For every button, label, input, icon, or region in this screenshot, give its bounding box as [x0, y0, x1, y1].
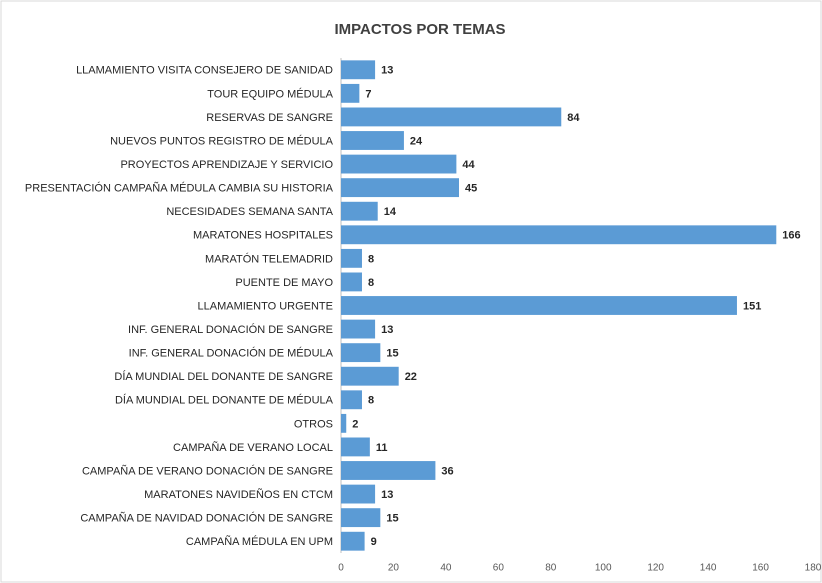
- bar: [341, 248, 362, 268]
- y-tick-label: NUEVOS PUNTOS REGISTRO DE MÉDULA: [110, 134, 334, 147]
- bar: [341, 508, 381, 528]
- value-label: 13: [381, 489, 393, 501]
- y-tick-label: CAMPAÑA DE NAVIDAD DONACIÓN DE SANGRE: [80, 512, 333, 525]
- bar: [341, 296, 737, 315]
- value-label: 2: [352, 418, 358, 430]
- y-tick-label: PRESENTACIÓN CAMPAÑA MÉDULA CAMBIA SU HI…: [25, 182, 334, 195]
- bar: [341, 366, 399, 386]
- x-tick-label: 60: [493, 563, 505, 574]
- value-label: 84: [567, 112, 580, 124]
- x-tick-label: 160: [752, 563, 769, 574]
- value-label: 166: [782, 230, 800, 242]
- value-label: 8: [368, 277, 374, 289]
- y-tick-label: MARATONES HOSPITALES: [193, 230, 333, 242]
- y-tick-label: MARATONES NAVIDEÑOS EN CTCM: [144, 488, 333, 501]
- bar: [341, 272, 362, 292]
- y-tick-label: DÍA MUNDIAL DEL DONANTE DE SANGRE: [114, 370, 333, 383]
- value-label: 7: [365, 88, 371, 100]
- value-label: 45: [465, 183, 477, 195]
- bar: [341, 178, 459, 198]
- x-tick-label: 0: [338, 563, 344, 574]
- value-label: 15: [386, 348, 398, 360]
- value-label: 15: [386, 513, 398, 525]
- bar: [341, 484, 376, 504]
- y-tick-label: MARATÓN TELEMADRID: [205, 252, 333, 265]
- y-tick-label: LLAMAMIENTO URGENTE: [198, 300, 334, 312]
- bar: [341, 461, 436, 480]
- x-tick-label: 20: [388, 563, 400, 574]
- value-label: 24: [410, 135, 423, 147]
- bar: [341, 107, 562, 127]
- x-tick-label: 120: [647, 563, 664, 574]
- y-tick-label: PROYECTOS APRENDIZAJE Y SERVICIO: [120, 159, 333, 171]
- value-label: 22: [405, 371, 417, 383]
- y-tick-label: TOUR EQUIPO MÉDULA: [207, 87, 333, 100]
- y-tick-label: NECESIDADES SEMANA SANTA: [166, 206, 333, 218]
- value-label: 13: [381, 65, 393, 77]
- value-label: 36: [441, 465, 453, 477]
- y-tick-label: PUENTE DE MAYO: [235, 277, 333, 289]
- chart-title: IMPACTOS POR TEMAS: [334, 21, 505, 38]
- y-tick-label: INF. GENERAL DONACIÓN DE MÉDULA: [129, 347, 334, 360]
- bar: [341, 131, 404, 150]
- x-tick-label: 40: [440, 563, 452, 574]
- bar: [341, 83, 360, 103]
- value-label: 11: [376, 442, 388, 454]
- x-tick-label: 180: [805, 563, 822, 574]
- value-label: 13: [381, 324, 393, 336]
- y-tick-label: CAMPAÑA DE VERANO DONACIÓN DE SANGRE: [82, 464, 333, 477]
- value-label: 151: [743, 300, 761, 312]
- value-label: 8: [368, 395, 374, 407]
- x-tick-label: 140: [700, 563, 717, 574]
- x-tick-label: 100: [595, 563, 612, 574]
- bar: [341, 319, 376, 339]
- y-tick-label: DÍA MUNDIAL DEL DONANTE DE MÉDULA: [115, 394, 334, 407]
- bar: [341, 437, 370, 457]
- value-label: 9: [371, 536, 377, 548]
- value-label: 8: [368, 253, 374, 265]
- bar: [341, 531, 365, 551]
- bar: [341, 154, 457, 174]
- y-tick-label: INF. GENERAL DONACIÓN DE SANGRE: [128, 323, 333, 336]
- x-tick-label: 80: [545, 563, 557, 574]
- bar: [341, 413, 347, 433]
- bar: [341, 60, 376, 80]
- y-tick-label: RESERVAS DE SANGRE: [206, 112, 333, 124]
- bar: [341, 201, 378, 221]
- y-tick-label: CAMPAÑA DE VERANO LOCAL: [173, 441, 333, 454]
- y-tick-label: CAMPAÑA MÉDULA EN UPM: [186, 535, 333, 548]
- bar: [341, 390, 362, 410]
- y-tick-label: OTROS: [294, 418, 333, 430]
- value-label: 14: [384, 206, 397, 218]
- bar: [341, 225, 777, 245]
- y-tick-label: LLAMAMIENTO VISITA CONSEJERO DE SANIDAD: [76, 65, 333, 77]
- value-label: 44: [462, 159, 475, 171]
- bar: [341, 343, 381, 363]
